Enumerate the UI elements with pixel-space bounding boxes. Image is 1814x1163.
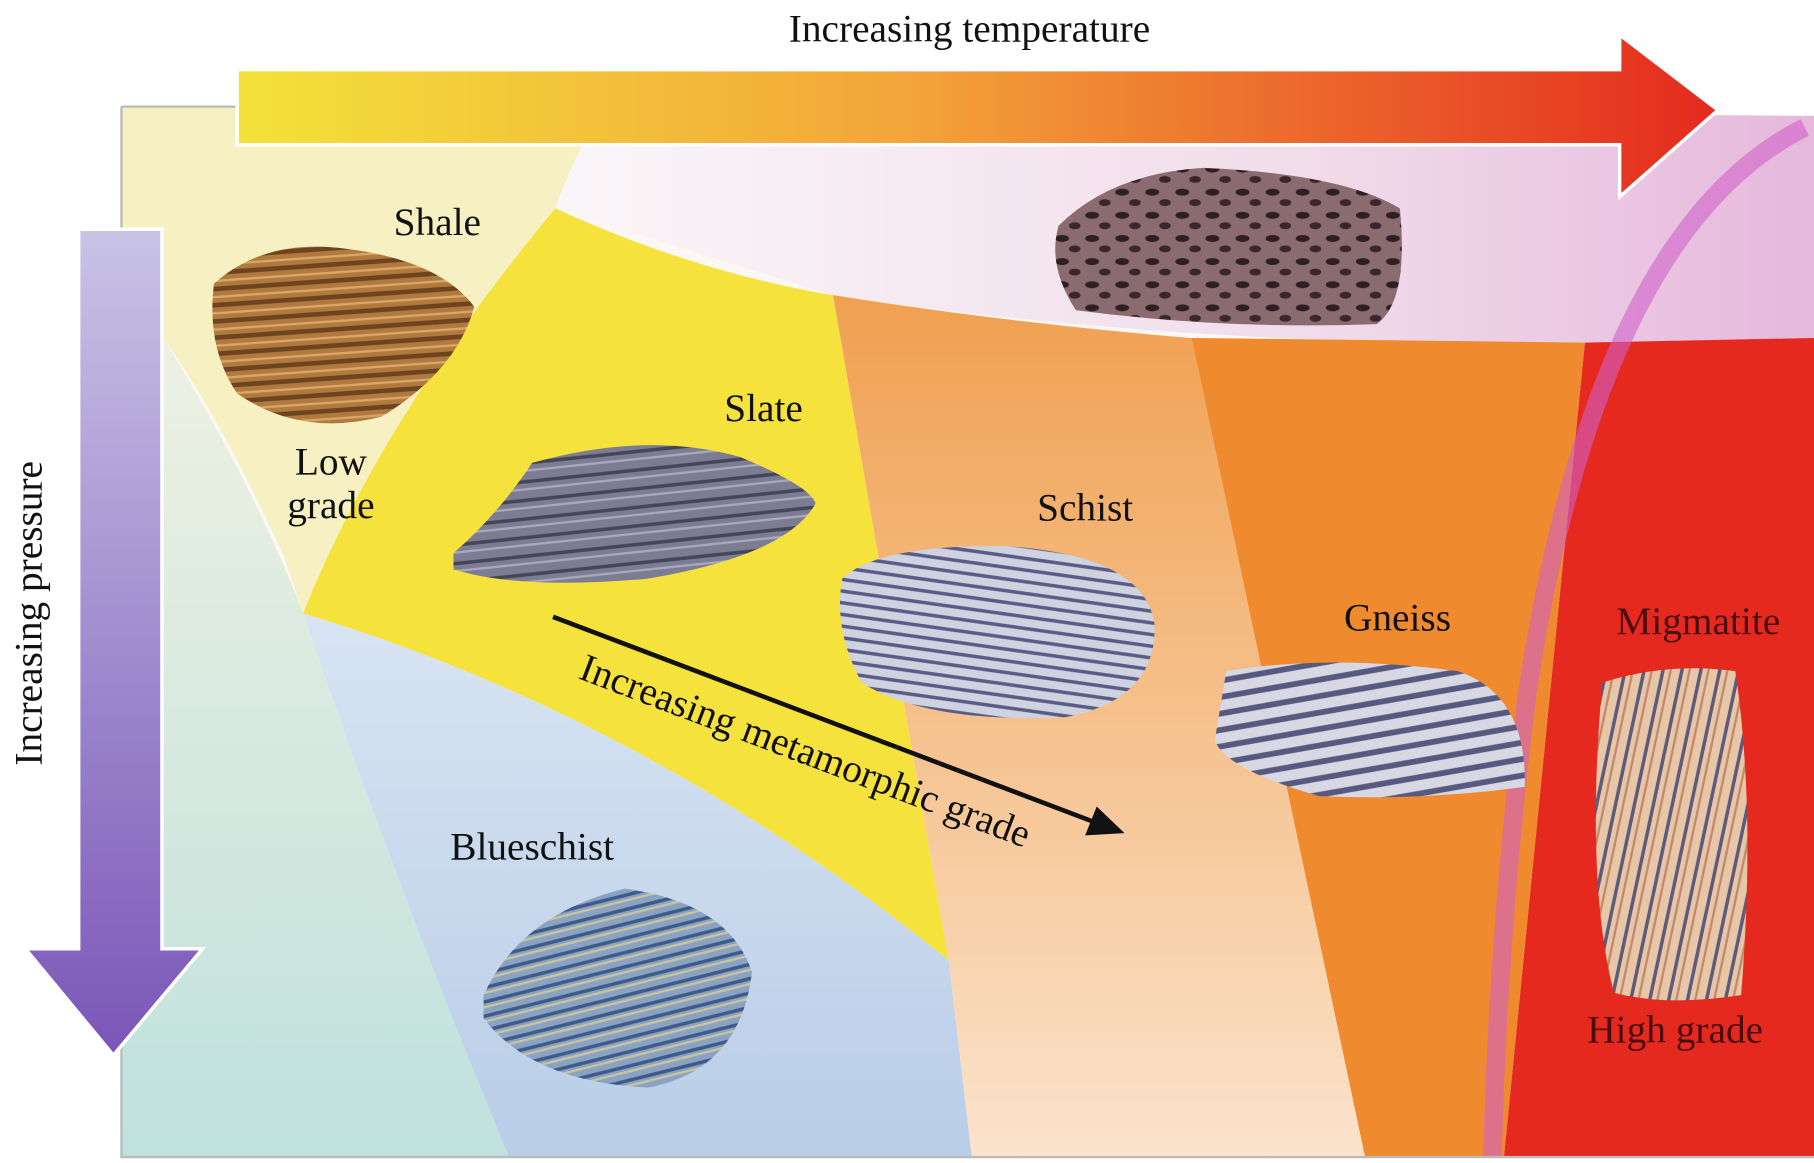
rock-label: Shale xyxy=(394,200,481,244)
rock-label: Migmatite xyxy=(1616,599,1780,643)
rock-label: Slate xyxy=(724,386,803,430)
rock-hornfels xyxy=(1055,168,1402,325)
pressure-label: Increasing pressure xyxy=(6,461,50,766)
temperature-label: Increasing temperature xyxy=(789,7,1150,51)
rock-label: Gneiss xyxy=(1344,595,1451,639)
metamorphic-diagram: Increasing temperature Increasing pressu… xyxy=(0,0,1814,1163)
rock-migmatite xyxy=(1596,668,1748,1000)
high-grade-label: High grade xyxy=(1587,1007,1763,1051)
rock-label: Schist xyxy=(1037,486,1133,530)
low-grade-label: Low xyxy=(295,439,368,483)
rock-schist xyxy=(840,546,1155,718)
low-grade-label: grade xyxy=(287,483,374,527)
rock-label: Blueschist xyxy=(450,825,614,869)
